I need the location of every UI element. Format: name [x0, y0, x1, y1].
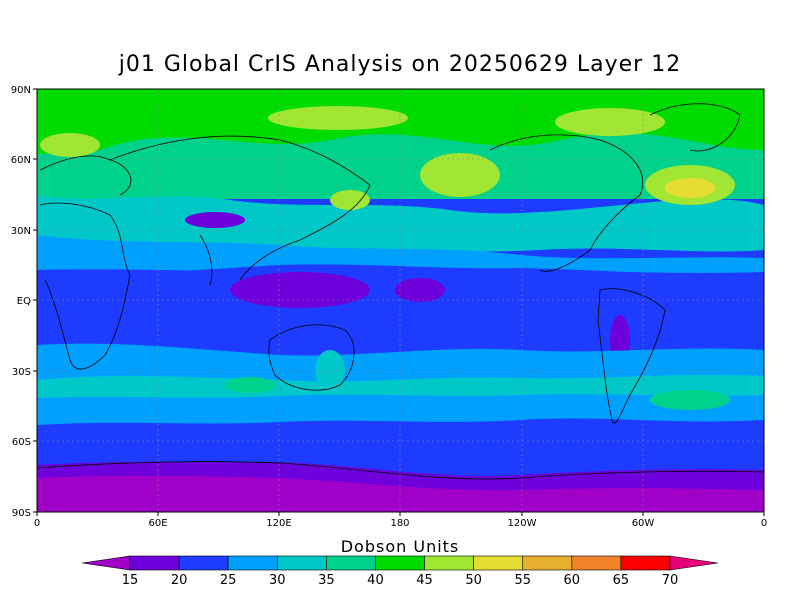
colorbar-swatch: [571, 555, 622, 571]
colorbar-level-label: 15: [122, 573, 139, 588]
colorbar-swatch: [276, 555, 327, 571]
lat-tick-90s: 90S: [12, 508, 31, 519]
grid: [37, 89, 764, 512]
colorbar-level-label: 55: [514, 573, 531, 588]
map-title: j01 Global CrIS Analysis on 20250629 Lay…: [118, 52, 682, 77]
colorbar-swatch: [129, 555, 180, 571]
colorbar-swatch: [375, 555, 425, 571]
colorbar-swatch: [227, 555, 278, 571]
colorbar-level-label: 40: [367, 573, 384, 588]
lat-tick-60s: 60S: [12, 437, 31, 448]
lon-tick-0: 0: [34, 518, 40, 529]
colorbar-swatch: [424, 555, 474, 571]
coastlines: [37, 103, 764, 480]
lon-tick-120w: 120W: [508, 518, 537, 529]
lat-tick-30s: 30S: [12, 367, 31, 378]
colorbar-level-label: 45: [416, 573, 433, 588]
lon-tick-0-east: 0: [761, 518, 767, 529]
colorbar-swatch: [620, 555, 671, 571]
lat-tick-eq: EQ: [17, 296, 31, 307]
colorbar: 15 20 25 30 35 40 45 50 55 60 65 70: [81, 555, 719, 588]
lon-tick-60w: 60W: [632, 518, 655, 529]
colorbar-level-label: 60: [564, 573, 581, 588]
colorbar-level-label: 30: [269, 573, 286, 588]
colorbar-level-label: 20: [171, 573, 188, 588]
colorbar-level-label: 65: [613, 573, 630, 588]
colorbar-swatch: [473, 555, 524, 571]
lon-tick-120e: 120E: [266, 518, 291, 529]
lat-tick-60n: 60N: [11, 155, 31, 166]
lon-tick-60e: 60E: [148, 518, 167, 529]
colorbar-arrow-low: [81, 555, 131, 571]
colorbar-level-label: 25: [220, 573, 237, 588]
colorbar-level-label: 70: [662, 573, 679, 588]
colorbar-arrow-high: [669, 555, 719, 571]
colorbar-level-label: 35: [318, 573, 335, 588]
lat-tick-90n: 90N: [11, 85, 31, 96]
lon-axis: 0 60E 120E 180 120W 60W 0: [34, 512, 767, 529]
ozone-field: [37, 89, 764, 512]
colorbar-title: Dobson Units: [341, 537, 460, 556]
lon-tick-180: 180: [390, 518, 409, 529]
lat-tick-30n: 30N: [11, 226, 31, 237]
colorbar-level-label: 50: [465, 573, 482, 588]
colorbar-swatch: [178, 555, 229, 571]
colorbar-swatch: [522, 555, 573, 571]
colorbar-swatch: [326, 555, 376, 571]
lat-axis: 90N 60N 30N EQ 30S 60S 90S: [11, 85, 37, 519]
